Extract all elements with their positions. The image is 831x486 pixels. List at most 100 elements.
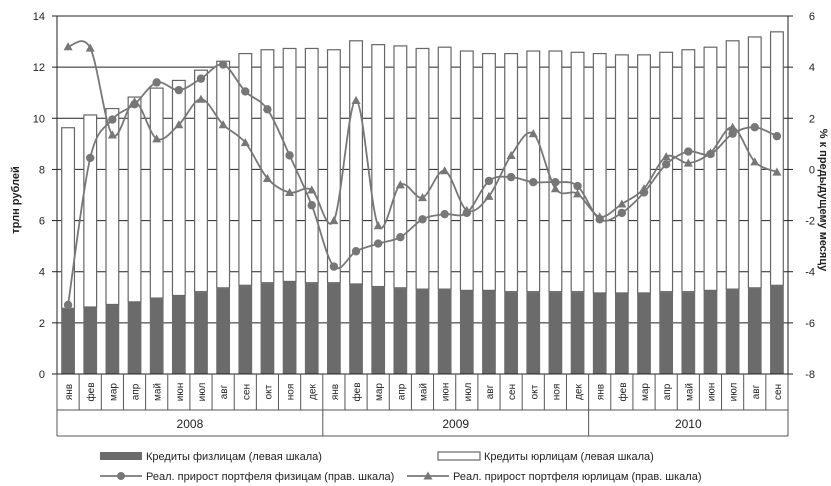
left-tick-label: 6 bbox=[39, 216, 45, 228]
point-corporates-growth bbox=[262, 173, 272, 182]
bar-individuals bbox=[171, 296, 186, 374]
bar-corporates bbox=[393, 45, 408, 289]
bar-corporates bbox=[216, 60, 231, 289]
year-label: 2008 bbox=[177, 417, 204, 431]
bar-individuals bbox=[127, 302, 142, 374]
month-label: мар bbox=[108, 383, 119, 401]
bar-corporates bbox=[526, 50, 541, 293]
bar-corporates bbox=[725, 40, 740, 290]
bar-corporates bbox=[105, 107, 120, 306]
bar-corporates bbox=[282, 47, 297, 283]
point-individuals-growth bbox=[174, 85, 184, 95]
bar-individuals bbox=[592, 293, 607, 374]
point-corporates-growth bbox=[152, 134, 162, 143]
point-corporates-growth bbox=[329, 216, 339, 225]
month-label: фев bbox=[85, 382, 97, 401]
legend-label-corporates-growth: Реал. прирост портфеля юрлицам (прав. шк… bbox=[453, 471, 702, 483]
point-individuals-growth bbox=[218, 60, 228, 69]
bar-corporates bbox=[238, 52, 253, 286]
bar-individuals bbox=[282, 281, 297, 374]
month-label: авг bbox=[751, 384, 762, 399]
point-individuals-growth bbox=[418, 215, 427, 224]
legend: Кредиты физлицам (левая шкала) Кредиты юр… bbox=[100, 451, 702, 483]
month-label: мар bbox=[640, 383, 651, 401]
bar-individuals bbox=[526, 292, 541, 374]
month-label: май bbox=[684, 383, 695, 401]
right-tick-label: 4 bbox=[809, 62, 815, 74]
legend-swatch-corporates bbox=[437, 451, 481, 461]
point-corporates-growth bbox=[595, 212, 605, 221]
bar-individuals bbox=[681, 292, 696, 374]
point-corporates-growth bbox=[373, 221, 383, 230]
bar-individuals bbox=[149, 298, 164, 374]
left-tick-label: 14 bbox=[33, 11, 45, 23]
month-label: фев bbox=[617, 382, 629, 401]
bar-individuals bbox=[304, 283, 319, 374]
point-corporates-growth bbox=[750, 157, 760, 166]
point-corporates-growth bbox=[174, 120, 184, 129]
month-label: авг bbox=[485, 384, 496, 399]
bar-corporates bbox=[769, 31, 784, 286]
right-tick-label: 2 bbox=[809, 113, 815, 125]
point-corporates-growth bbox=[107, 130, 117, 139]
bar-corporates bbox=[371, 44, 386, 288]
point-corporates-growth bbox=[639, 184, 649, 193]
month-label: авг bbox=[219, 384, 230, 399]
month-label: янв bbox=[330, 384, 341, 400]
point-individuals-growth bbox=[617, 208, 627, 218]
point-individuals-growth bbox=[506, 172, 516, 182]
point-corporates-growth bbox=[661, 152, 671, 161]
point-corporates-growth bbox=[528, 129, 538, 138]
bar-individuals bbox=[437, 289, 452, 374]
month-label: апр bbox=[131, 383, 142, 400]
bar-individuals bbox=[260, 283, 275, 374]
point-individuals-growth bbox=[440, 209, 449, 219]
bar-individuals bbox=[570, 292, 585, 374]
bar-corporates bbox=[415, 47, 430, 290]
legend-swatch-individuals bbox=[100, 452, 142, 460]
bar-corporates bbox=[504, 52, 519, 293]
bar-corporates bbox=[614, 54, 629, 294]
month-label: фев bbox=[351, 382, 363, 401]
month-label: дек bbox=[308, 383, 319, 399]
bar-corporates bbox=[260, 49, 275, 284]
point-individuals-growth bbox=[373, 239, 383, 248]
point-corporates-growth bbox=[506, 150, 516, 159]
month-label: апр bbox=[396, 383, 407, 400]
point-individuals-growth bbox=[396, 232, 405, 242]
point-corporates-growth bbox=[484, 191, 494, 200]
line-corporates-growth bbox=[67, 40, 778, 230]
left-axis-title: трлн рублей bbox=[10, 166, 22, 233]
bar-corporates bbox=[459, 50, 474, 291]
bar-individuals bbox=[393, 288, 408, 374]
right-tick-label: 6 bbox=[809, 11, 815, 23]
left-tick-label: 10 bbox=[33, 113, 45, 125]
point-individuals-growth bbox=[750, 123, 759, 132]
bar-individuals bbox=[371, 287, 386, 374]
bar-corporates bbox=[171, 79, 186, 297]
point-corporates-growth bbox=[218, 120, 228, 129]
point-corporates-growth bbox=[573, 189, 583, 198]
bar-individuals bbox=[770, 285, 784, 374]
point-individuals-growth bbox=[772, 131, 782, 141]
right-tick-label: -2 bbox=[805, 216, 815, 228]
legend-label-corporates: Кредиты юрлицам (левая шкала) bbox=[484, 451, 654, 463]
bar-corporates bbox=[127, 96, 142, 303]
point-individuals-growth bbox=[661, 160, 671, 169]
bar-individuals bbox=[548, 292, 563, 374]
point-individuals-growth bbox=[329, 262, 339, 271]
right-tick-label: -4 bbox=[805, 267, 815, 279]
right-tick-label: 0 bbox=[809, 164, 815, 176]
bar-individuals bbox=[349, 284, 363, 374]
bar-individuals bbox=[327, 283, 341, 374]
bar-individuals bbox=[83, 307, 98, 374]
point-individuals-growth bbox=[196, 74, 206, 83]
legend-marker-corporates bbox=[423, 471, 433, 480]
point-corporates-growth bbox=[240, 138, 250, 147]
month-label: янв bbox=[64, 384, 75, 400]
series-lines bbox=[63, 40, 782, 310]
bars bbox=[61, 31, 784, 374]
month-label: июн bbox=[706, 383, 717, 402]
month-label: июл bbox=[729, 382, 740, 401]
